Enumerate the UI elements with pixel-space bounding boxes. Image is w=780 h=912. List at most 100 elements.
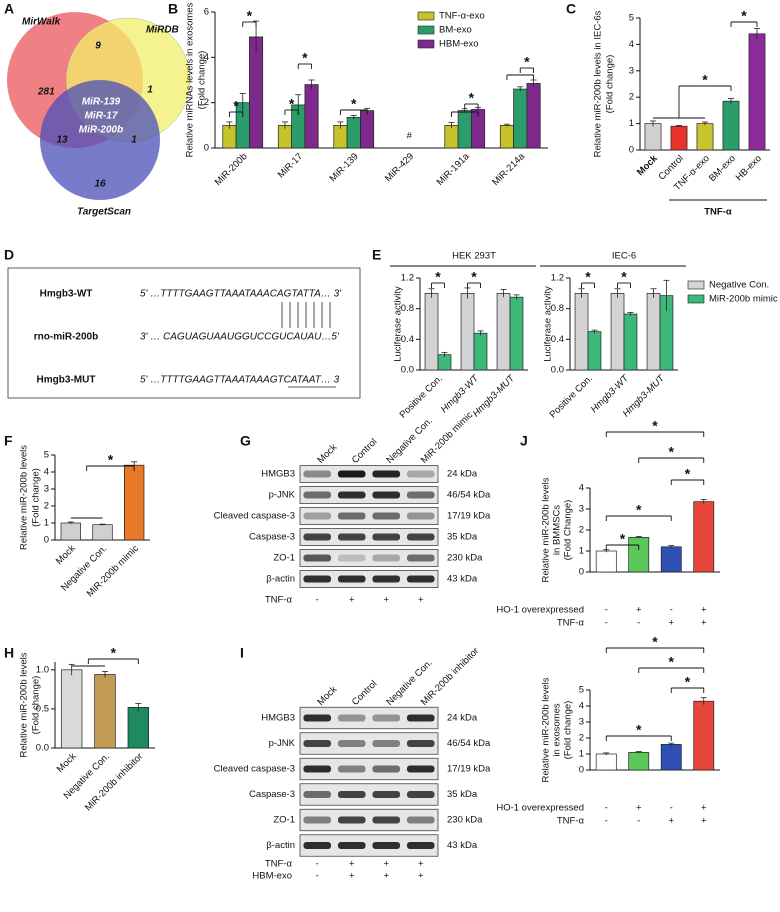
significance-bracket: * [670,466,705,485]
bar [646,292,661,371]
significance-bracket: * [339,96,368,115]
size-label: 24 kDa [447,713,478,724]
condition-name: TNF-α [557,618,585,629]
bar [623,313,638,371]
blot-band [372,842,401,849]
error-bar [650,288,657,298]
y-tick-label: 4 [204,52,209,63]
significance-bracket: * [670,674,705,693]
y-axis-label: (Fold change) [31,468,42,527]
blot-band [406,740,435,747]
error-bar [591,329,598,334]
blot-band [303,512,332,520]
condition-value: + [668,618,674,629]
bar-chart: 0 1 2 3 4 Relative miR-200b levels in BMMSCs (F… [496,418,720,629]
y-tick-label: 5 [629,13,634,24]
blot-band [406,470,435,478]
error-bar [754,28,760,40]
venn-count: 1 [131,135,137,146]
significance-bracket [506,74,535,80]
error-bar [337,121,344,129]
bar [460,292,475,371]
significance-bracket: * [464,90,479,109]
y-axis-label: Luciferase activity [393,286,404,362]
condition-value: - [605,618,608,629]
y-tick-label: 1 [44,518,49,529]
y-tick-label: 0.4 [401,334,414,345]
bar [748,33,766,151]
significance-bracket: * [242,8,257,27]
bar [249,36,264,149]
y-tick-label: 0.0 [36,743,49,754]
condition-value: + [668,816,674,827]
condition-value: - [637,816,640,827]
legend-swatch [417,25,435,35]
condition-value: + [383,595,389,606]
venn-set-label: MiRDB [146,25,179,36]
significance-star: * [636,502,642,518]
y-tick-label: 0.0 [551,365,564,376]
blot-band [372,491,401,499]
x-tick-label: MiR-200b inhibitor [83,751,145,813]
bar-chart: 0 1 2 3 4 5 Relative miR-200b levels in IEC-6s… [593,8,770,218]
blot-band [337,554,366,562]
significance-star: * [621,269,627,285]
blot-band [337,714,366,722]
blot-band [303,740,332,747]
protein-label: HMGB3 [261,469,295,480]
error-bar [517,86,524,92]
condition-value: + [383,871,389,882]
error-bar [702,121,708,126]
significance-star: * [669,654,675,670]
x-tick-label: MiR-429 [383,151,416,184]
blot-strip [299,757,439,781]
y-tick-label: 0.8 [551,303,564,314]
y-tick-label: 0.4 [551,334,564,345]
size-label: 24 kDa [447,469,478,480]
y-tick-label: 2 [204,97,209,108]
bar [660,546,682,573]
x-tick-label: Positive Con. [548,373,595,420]
error-bar [627,312,634,316]
blot-band [337,816,366,824]
size-label: 43 kDa [447,574,478,585]
bar [696,123,714,151]
lane-label: Control [350,436,379,465]
y-tick-label: 1 [579,749,584,760]
y-tick-label: 5 [579,685,584,696]
y-axis-label: Relative miR-200b levels [541,677,552,782]
bar [644,123,662,151]
bar [574,292,589,371]
condition-value: + [349,859,355,870]
x-tick-label: MiR-139 [327,151,360,184]
y-axis-label: Relative miR-200b levels in IEC-6s [593,10,604,157]
condition-value: - [637,618,640,629]
size-label: 230 kDa [447,553,483,564]
y-tick-label: 1 [629,118,634,129]
error-bar [700,697,707,705]
y-tick-label: 1.2 [551,273,564,284]
panel-letter: J [520,433,528,449]
y-tick-label: 5 [44,450,49,461]
significance-bracket: * [605,418,705,437]
condition-name: TNF-α [265,595,293,606]
bar [610,292,625,371]
y-tick-label: 0 [204,143,209,154]
y-tick-label: 0.8 [401,303,414,314]
panel-letter: B [168,1,178,17]
sequence: 3' … CAGUAGUAAUGGUCCGUCAUAU…5' [140,332,340,343]
bar [628,752,650,771]
bar [722,100,740,151]
y-tick-label: 0.5 [36,703,49,714]
x-tick-label: MiR-200b [213,151,250,188]
significance-star: * [620,531,626,547]
bar [670,125,688,151]
significance-bracket: * [581,269,595,288]
significance-star: * [471,269,477,285]
error-bar [603,752,610,756]
blot-band [372,470,401,478]
condition-name: HO-1 overexpressed [496,605,584,616]
y-axis-label: Relative miR-200b levels [541,477,552,582]
blot-strip [299,834,439,857]
